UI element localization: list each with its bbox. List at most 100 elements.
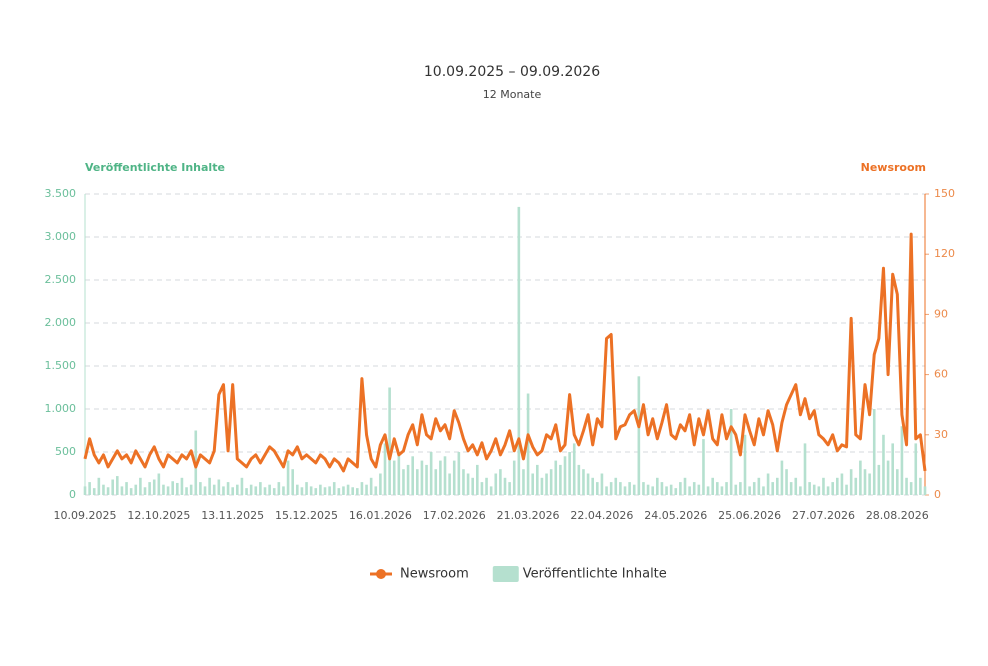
bar [549, 469, 553, 495]
bar [919, 477, 922, 495]
bar [508, 482, 511, 495]
bar [766, 473, 770, 495]
bar [812, 484, 816, 495]
bar [397, 452, 401, 495]
x-tick-label: 16.01.2026 [349, 509, 412, 522]
bar [116, 476, 119, 495]
bar [896, 469, 899, 495]
bar [448, 473, 451, 495]
bar [840, 473, 844, 495]
bar [323, 487, 327, 495]
y-axis-label: Veröffentlichte Inhalte [85, 161, 225, 174]
bar [729, 409, 733, 495]
bar [679, 482, 682, 495]
chart-title: 10.09.2025 – 09.09.2026 [424, 64, 600, 80]
bar [831, 482, 834, 495]
bar [259, 482, 262, 495]
bar [872, 409, 876, 495]
bar [582, 469, 585, 495]
bar [282, 486, 285, 495]
bar [568, 452, 571, 495]
bar [143, 487, 147, 495]
bar [780, 460, 784, 495]
bar [162, 484, 165, 495]
x-tick-label: 24.05.2026 [644, 509, 707, 522]
bar [799, 486, 802, 495]
y-tick-label: 3.000 [45, 230, 77, 243]
x-tick-label: 25.06.2026 [718, 509, 781, 522]
bar [877, 464, 881, 495]
line [83, 232, 927, 473]
bar [383, 443, 387, 495]
bar [360, 482, 364, 495]
bar [905, 477, 908, 495]
bar [817, 486, 821, 495]
bar [286, 460, 290, 495]
bar [277, 482, 281, 495]
bar [591, 477, 594, 495]
bar [503, 477, 507, 495]
bar [499, 469, 502, 495]
legend-label: Veröffentlichte Inhalte [523, 567, 667, 582]
bar [886, 460, 890, 495]
bar [526, 393, 530, 495]
bar [545, 473, 548, 495]
bar [803, 443, 807, 495]
bar [891, 443, 894, 495]
bar [425, 464, 428, 495]
bar [332, 482, 336, 495]
bar [402, 469, 405, 495]
y-tick-label: 1.000 [45, 402, 77, 415]
bar [406, 464, 410, 495]
bar [822, 477, 825, 495]
bar [374, 486, 378, 495]
bar [125, 482, 128, 495]
bar [356, 488, 359, 495]
bar [462, 469, 465, 495]
bar [208, 477, 211, 495]
bar [868, 473, 871, 495]
bar [923, 486, 927, 495]
bar [466, 473, 470, 495]
bar [379, 473, 382, 495]
bar [457, 452, 461, 495]
bar [148, 482, 151, 495]
bar [388, 387, 391, 495]
y-tick-label: 1.500 [45, 359, 77, 372]
bar [605, 486, 608, 495]
bar [586, 473, 590, 495]
bar [692, 482, 696, 495]
bar [272, 488, 276, 495]
y2-tick-label: 0 [934, 488, 941, 501]
bar [702, 439, 705, 495]
chart-subtitle: 12 Monate [483, 88, 542, 101]
bar [720, 486, 724, 495]
bar [88, 482, 91, 495]
bar [480, 482, 484, 495]
bar [291, 469, 294, 495]
bar [743, 434, 747, 495]
bar [222, 486, 225, 495]
bar [254, 486, 258, 495]
bar [789, 482, 793, 495]
bar [706, 486, 710, 495]
legend-swatch [376, 569, 386, 579]
bar [185, 487, 188, 495]
bar [909, 482, 913, 495]
bar [794, 477, 798, 495]
x-tick-label: 27.07.2026 [792, 509, 855, 522]
bar [656, 477, 659, 495]
bar [263, 487, 267, 495]
bar [900, 426, 904, 495]
bar [826, 486, 830, 495]
bar [152, 479, 156, 495]
bar [849, 469, 853, 495]
bar [632, 484, 636, 495]
bar [189, 484, 193, 495]
bar [540, 477, 544, 495]
x-tick-label: 21.03.2026 [497, 509, 560, 522]
bar [439, 460, 442, 495]
bar [452, 460, 456, 495]
bar [226, 482, 230, 495]
bar [559, 464, 562, 495]
